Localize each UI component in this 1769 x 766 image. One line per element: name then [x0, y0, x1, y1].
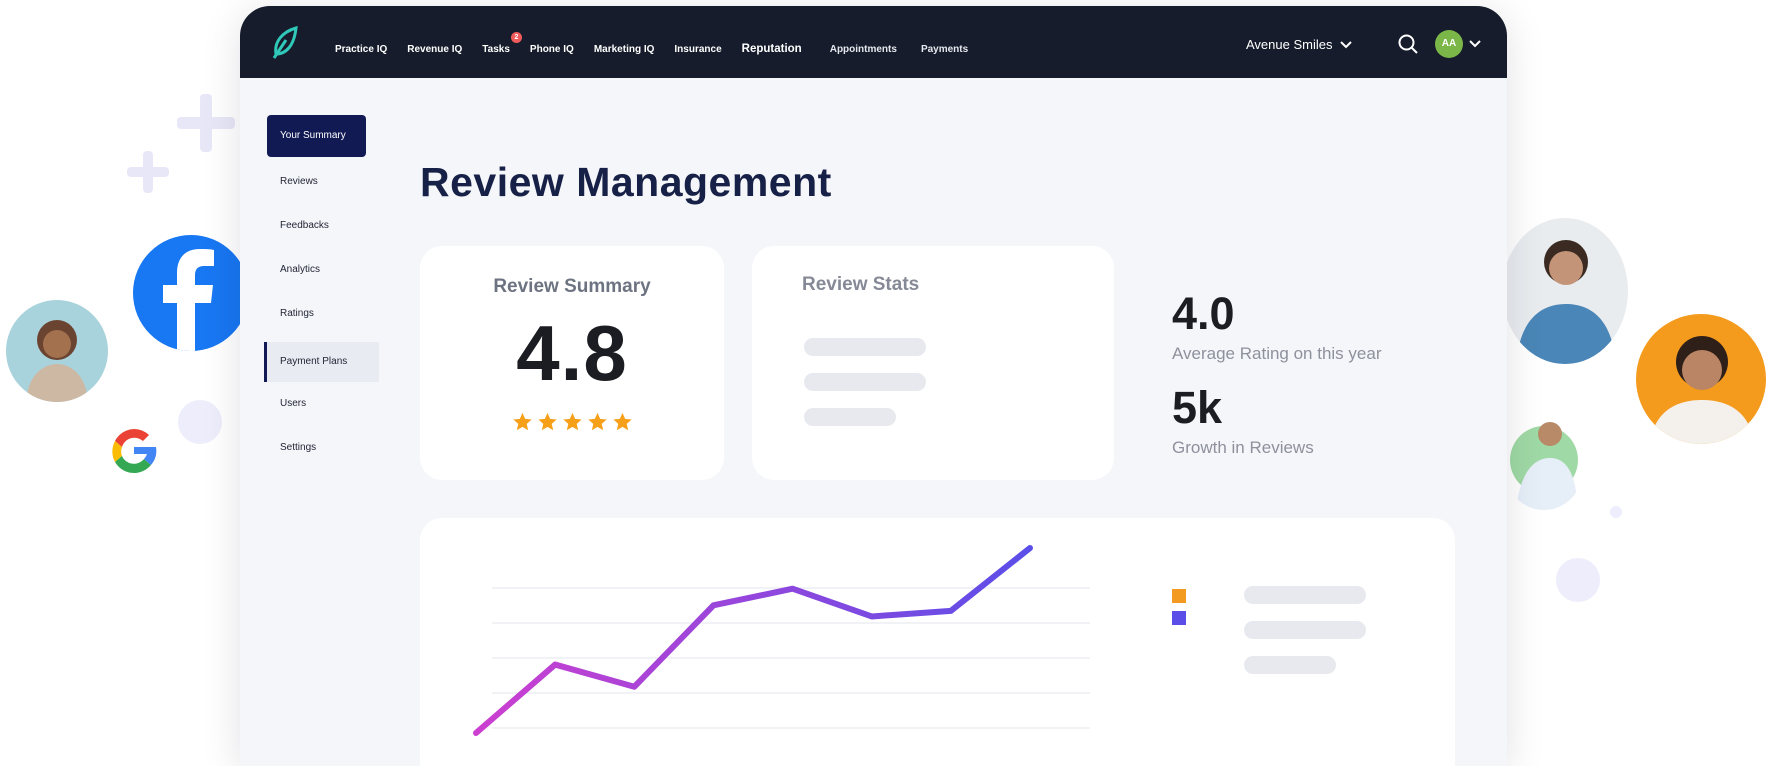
placeholder-bar — [1244, 621, 1366, 639]
sidebar-item-payment-plans[interactable]: Payment Plans — [264, 342, 379, 382]
customer-avatar-image — [1636, 314, 1766, 444]
customer-avatar-image — [6, 300, 108, 402]
legend-swatch — [1172, 611, 1186, 625]
chevron-down-icon[interactable] — [1469, 40, 1481, 48]
nav-phone-iq[interactable]: Phone IQ — [529, 43, 574, 55]
sidebar-item-your-summary[interactable]: Your Summary — [267, 115, 366, 157]
legend-swatch — [1172, 589, 1186, 603]
placeholder-bar — [804, 338, 926, 356]
sidebar-item-reviews[interactable]: Reviews — [280, 176, 318, 187]
nav-practice-iq[interactable]: Practice IQ — [335, 43, 388, 55]
user-avatar[interactable]: AA — [1435, 30, 1463, 58]
plus-decoration — [177, 117, 235, 129]
dot-decoration — [1556, 558, 1600, 602]
dot-decoration — [1610, 506, 1622, 518]
nav-tasks[interactable]: Tasks 2 — [482, 31, 522, 55]
google-logo-icon — [106, 423, 162, 479]
nav-insurance[interactable]: Insurance — [674, 43, 722, 55]
nav-revenue-iq[interactable]: Revenue IQ — [407, 43, 463, 55]
star-icon — [512, 412, 532, 431]
chart-series-line — [473, 545, 1033, 736]
kpi-average-rating-label: Average Rating on this year — [1172, 344, 1382, 363]
sidebar-item-ratings[interactable]: Ratings — [280, 308, 314, 319]
review-summary-card: Review Summary 4.8 — [420, 246, 724, 480]
nav-reputation[interactable]: Reputation — [741, 43, 802, 55]
customer-avatar-image — [1502, 218, 1628, 364]
sidebar-item-settings[interactable]: Settings — [280, 442, 317, 453]
dot-decoration — [178, 400, 222, 444]
brand-logo-icon[interactable] — [270, 26, 300, 60]
kpi-growth-value: 5k — [1172, 382, 1223, 433]
chart-card — [420, 518, 1455, 766]
placeholder-bar — [804, 373, 926, 391]
star-icon — [587, 412, 607, 431]
sidebar-item-analytics[interactable]: Analytics — [280, 264, 321, 275]
nav-tasks-label: Tasks — [482, 43, 510, 55]
facebook-logo-icon — [133, 235, 249, 351]
sidebar-item-users[interactable]: Users — [280, 398, 307, 409]
review-stats-card: Review Stats — [752, 246, 1114, 480]
star-icon — [537, 412, 557, 431]
placeholder-bar — [804, 408, 896, 426]
sidebar-item-feedbacks[interactable]: Feedbacks — [280, 220, 329, 231]
star-icon — [562, 412, 582, 431]
kpi-average-rating-value: 4.0 — [1172, 288, 1235, 339]
review-stats-title: Review Stats — [802, 274, 920, 295]
search-icon[interactable] — [1397, 33, 1419, 55]
star-icon — [612, 412, 632, 431]
customer-avatar-image — [1506, 410, 1582, 510]
review-trend-chart — [473, 545, 1090, 736]
nav-appointments[interactable]: Appointments — [829, 43, 897, 55]
app-window: Practice IQ Revenue IQ Tasks 2 Phone IQ M… — [240, 6, 1507, 766]
practice-selector[interactable]: Avenue Smiles — [1246, 37, 1353, 52]
nav-payments[interactable]: Payments — [920, 43, 969, 55]
review-summary-value: 4.8 — [516, 309, 628, 397]
kpi-growth-label: Growth in Reviews — [1172, 438, 1314, 457]
review-summary-title: Review Summary — [493, 276, 651, 297]
nav-marketing-iq[interactable]: Marketing IQ — [593, 43, 655, 55]
plus-decoration — [127, 167, 169, 177]
chevron-down-icon — [1340, 40, 1353, 48]
main-nav: Practice IQ Revenue IQ Tasks 2 Phone IQ M… — [335, 31, 992, 55]
page-title: Review Management — [420, 159, 832, 205]
top-navbar: Practice IQ Revenue IQ Tasks 2 Phone IQ M… — [240, 6, 1507, 78]
star-rating — [420, 411, 724, 433]
practice-name: Avenue Smiles — [1246, 37, 1333, 52]
tasks-count-badge: 2 — [510, 31, 522, 43]
placeholder-bar — [1244, 656, 1336, 674]
placeholder-bar — [1244, 586, 1366, 604]
